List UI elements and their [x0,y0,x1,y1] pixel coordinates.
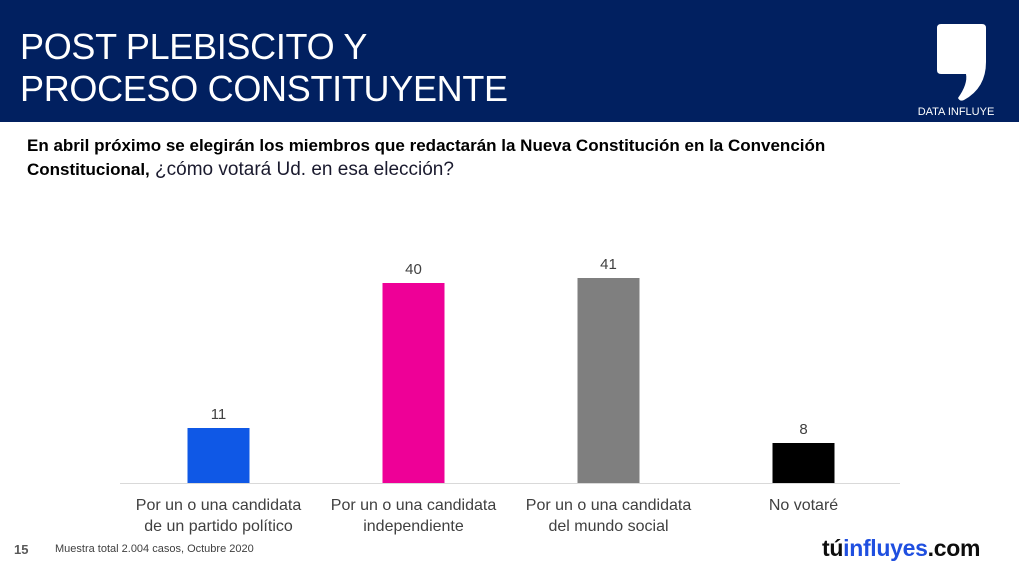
header-banner: POST PLEBISCITO Y PROCESO CONSTITUYENTE … [0,0,1019,122]
comma-quote-icon [937,24,986,101]
bar-0 [187,428,250,483]
bar-3 [772,443,835,483]
page-number: 15 [14,542,29,557]
brand-part-1: tú [822,535,844,561]
category-label-3-line-0: No votaré [769,497,838,514]
brand-part-2: influyes [843,535,928,561]
data-label-3: 8 [799,421,807,438]
page-title-line-1: POST PLEBISCITO Y [20,26,368,67]
category-label-1-line-1: independiente [363,518,464,535]
data-label-2: 41 [600,256,617,273]
page-title: POST PLEBISCITO Y PROCESO CONSTITUYENTE [20,26,508,110]
data-label-0: 11 [211,406,227,423]
survey-question: En abril próximo se elegirán los miembro… [27,134,927,182]
bar-1 [382,283,445,483]
brand-part-3: .com [927,535,981,561]
category-label-2-line-1: del mundo social [548,518,668,535]
logo-label: DATA INFLUYE [917,106,995,118]
category-label-2-line-0: Por un o una candidata [526,497,692,514]
category-label-1-line-0: Por un o una candidata [331,497,497,514]
page-title-line-2: PROCESO CONSTITUYENTE [20,68,508,109]
sample-note: Muestra total 2.004 casos, Octubre 2020 [55,543,254,555]
question-regular: ¿cómo votará Ud. en esa elección? [149,159,454,180]
category-label-0-line-0: Por un o una candidata [136,497,302,514]
brand-logo: túinfluyes.com [822,535,980,562]
question-bold: En abril próximo se elegirán los miembro… [27,136,826,179]
category-label-0-line-1: de un partido político [144,518,293,535]
bar-2 [577,278,640,483]
data-label-1: 40 [405,261,422,278]
